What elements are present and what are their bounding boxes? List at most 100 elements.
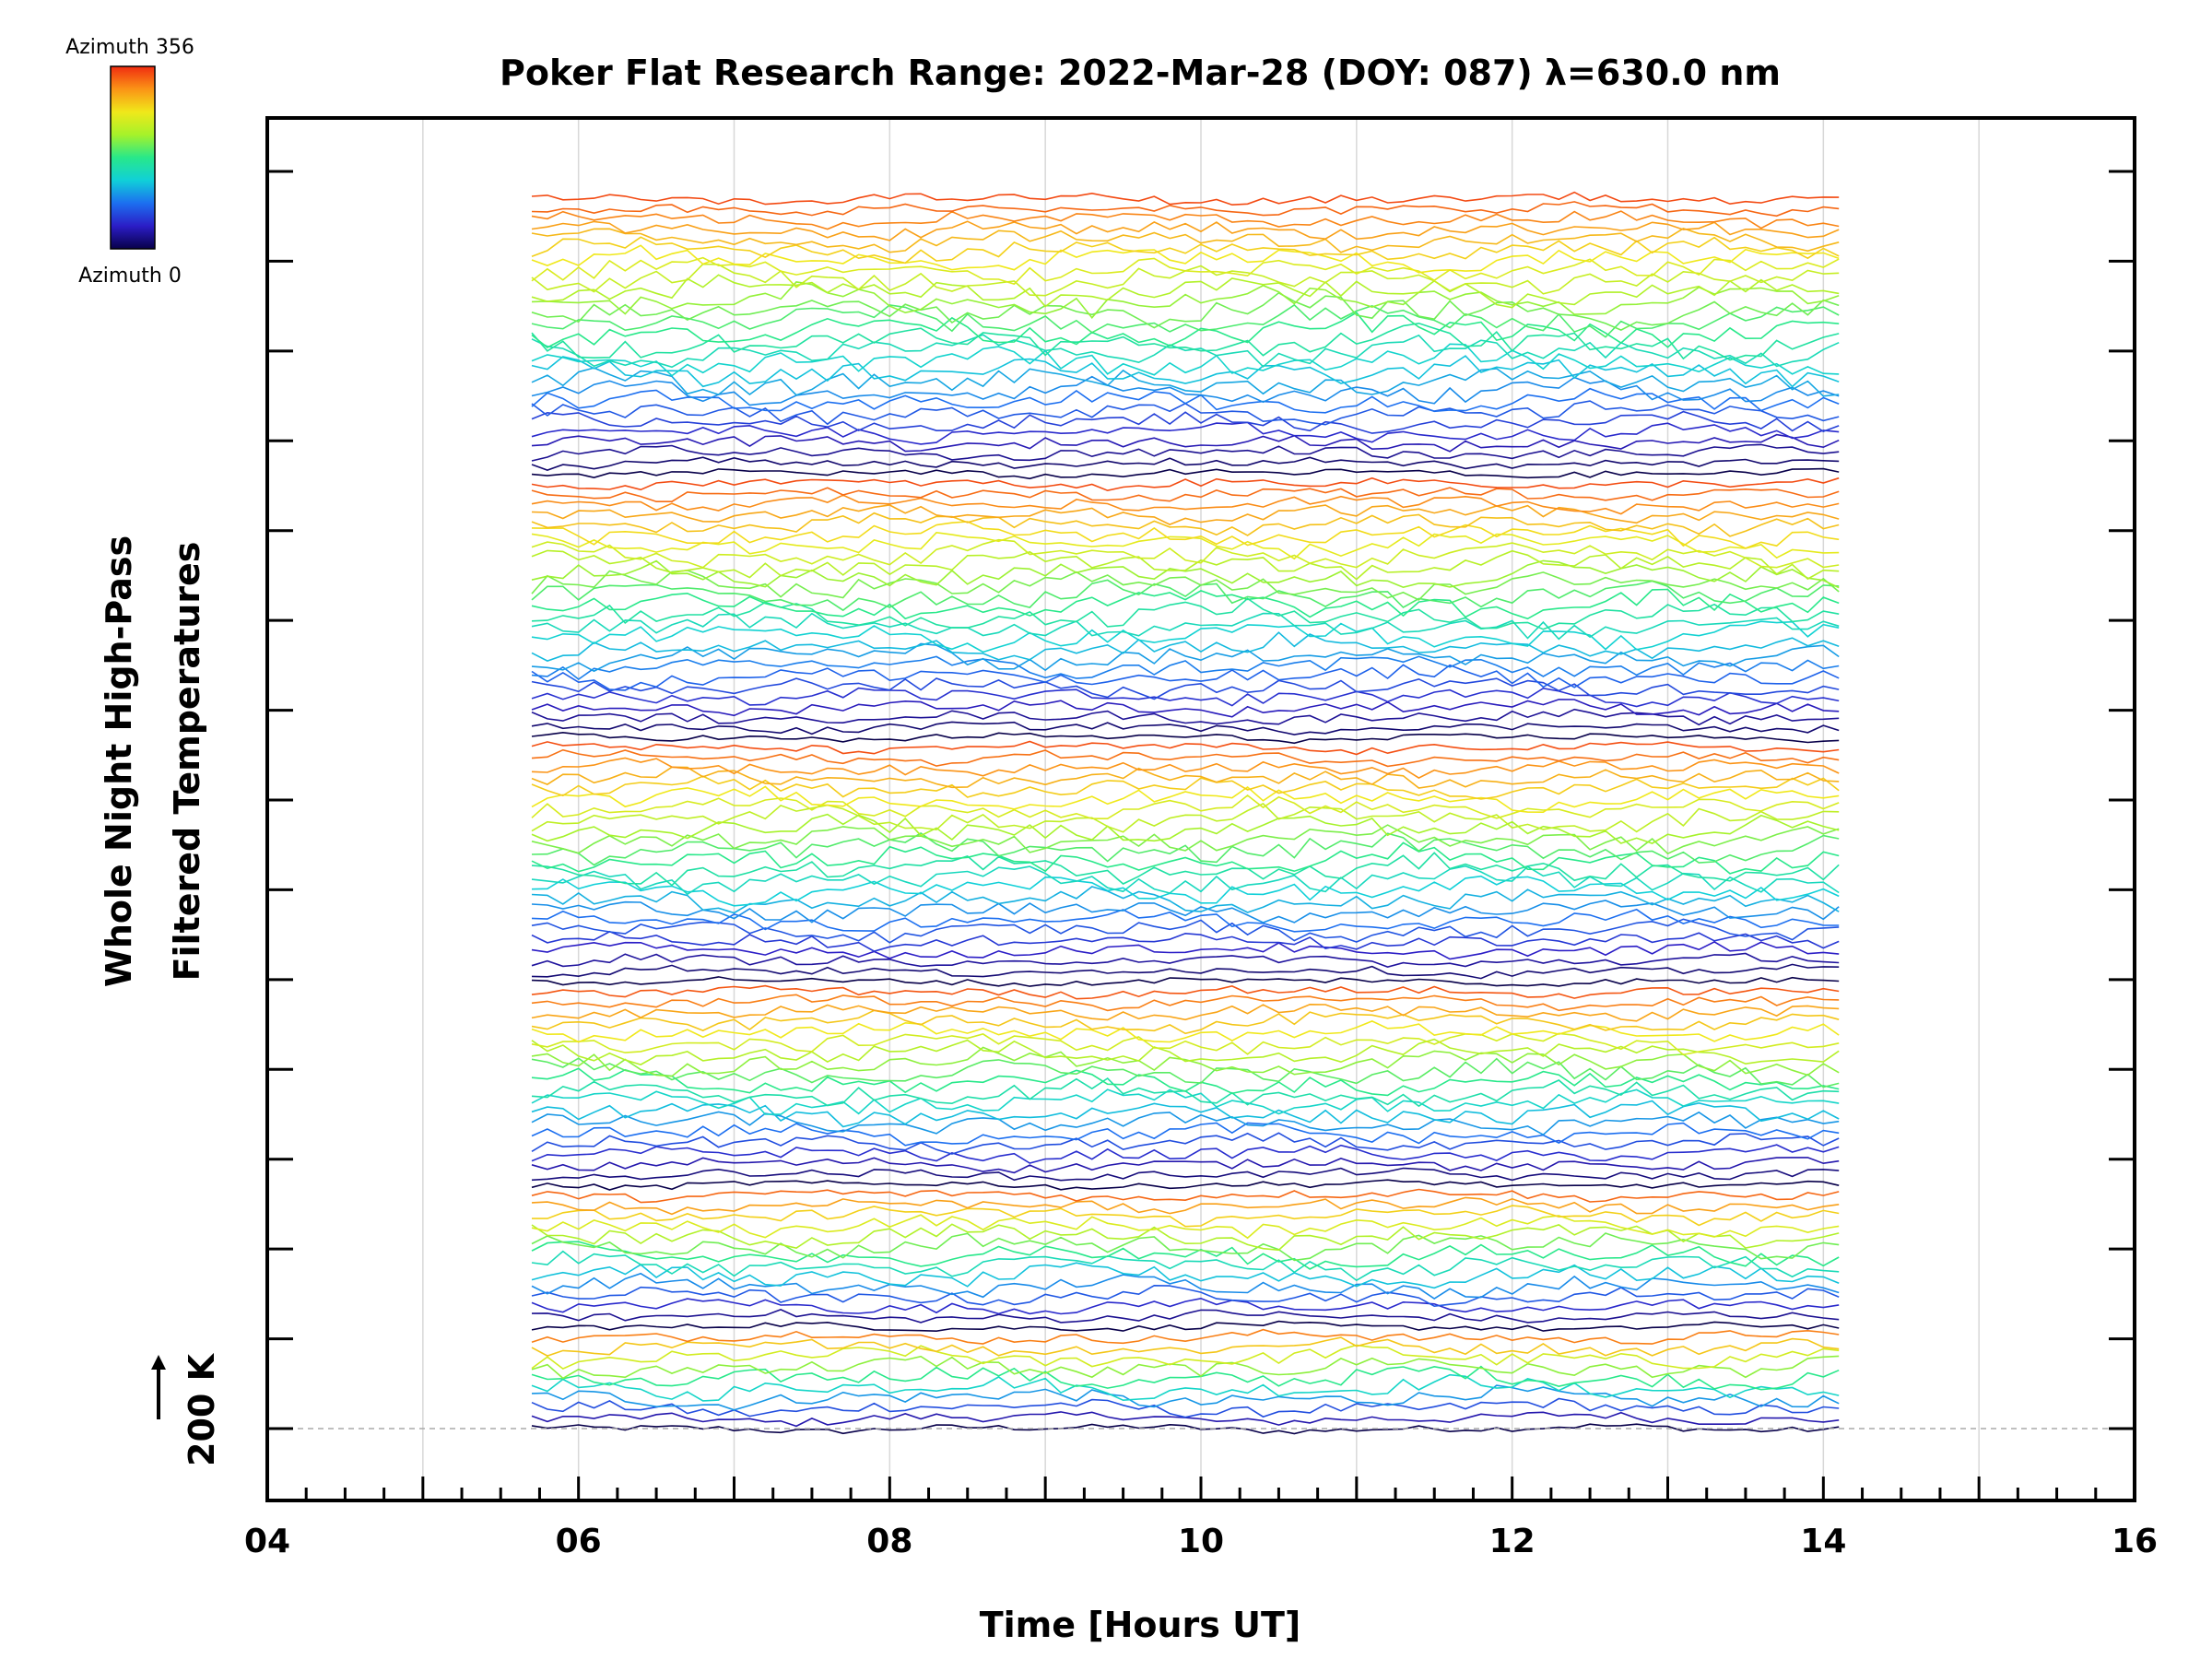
ring-5-trace bbox=[531, 664, 1840, 691]
ring-6-trace bbox=[531, 355, 1840, 388]
ring-4-trace bbox=[531, 908, 1840, 933]
ring-4-trace bbox=[531, 841, 1840, 875]
ring-5-trace bbox=[531, 549, 1840, 581]
ring-3-trace bbox=[531, 1046, 1840, 1077]
ring-2-trace bbox=[531, 1241, 1840, 1270]
y-axis-label-line1: Whole Night High-Pass bbox=[99, 535, 139, 987]
ring-5-trace bbox=[531, 708, 1840, 726]
ring-1-trace bbox=[531, 1328, 1840, 1345]
ring-6-trace bbox=[531, 291, 1840, 331]
ring-6-trace bbox=[531, 191, 1840, 206]
ring-3-trace bbox=[531, 1100, 1840, 1128]
ring-6-trace bbox=[531, 274, 1840, 309]
ring-4-trace bbox=[531, 930, 1840, 952]
ring-4-trace bbox=[531, 886, 1840, 914]
ring-3-trace bbox=[531, 1088, 1840, 1115]
ring-4-trace bbox=[531, 802, 1840, 833]
ring-5-trace bbox=[531, 699, 1840, 718]
ring-6-trace bbox=[531, 421, 1840, 445]
ring-3-trace bbox=[531, 1144, 1840, 1164]
ring-6-trace bbox=[531, 343, 1840, 377]
ring-6-trace bbox=[531, 433, 1840, 453]
ring-4-trace bbox=[531, 748, 1840, 768]
ring-5-trace bbox=[531, 620, 1840, 653]
ring-6-trace bbox=[531, 281, 1840, 319]
ring-5-trace bbox=[531, 677, 1840, 700]
ring-1-trace bbox=[531, 1365, 1840, 1391]
x-tick-label: 16 bbox=[2112, 1523, 2158, 1560]
ring-2-trace bbox=[531, 1214, 1840, 1240]
ring-2-trace bbox=[531, 1223, 1840, 1252]
ring-3-trace bbox=[531, 1111, 1840, 1136]
ring-3-trace bbox=[531, 1157, 1840, 1174]
ring-3-trace bbox=[531, 1132, 1840, 1155]
ring-6-trace bbox=[531, 334, 1840, 369]
ring-5-trace bbox=[531, 655, 1840, 680]
ring-4-trace bbox=[531, 875, 1840, 907]
ring-4-trace bbox=[531, 740, 1840, 756]
ring-5-trace bbox=[531, 494, 1840, 515]
ring-5-trace bbox=[531, 531, 1840, 560]
ring-4-trace bbox=[531, 832, 1840, 866]
ring-6-trace bbox=[531, 443, 1840, 462]
ring-6-trace bbox=[531, 312, 1840, 348]
ring-3-trace bbox=[531, 1020, 1840, 1043]
ring-6-trace bbox=[531, 244, 1840, 274]
ring-3-trace bbox=[531, 984, 1840, 1000]
ring-5-trace bbox=[531, 570, 1840, 601]
scale-arrow-head bbox=[151, 1355, 166, 1370]
ring-1-trace bbox=[531, 1384, 1840, 1411]
ring-4-trace bbox=[531, 865, 1840, 896]
ring-1-trace bbox=[531, 1355, 1840, 1380]
ring-5-trace bbox=[531, 538, 1840, 569]
ring-3-trace bbox=[531, 1009, 1840, 1035]
ring-1-trace bbox=[531, 1336, 1840, 1357]
ring-4-trace bbox=[531, 794, 1840, 819]
ring-1-trace bbox=[531, 1411, 1840, 1428]
ring-3-trace bbox=[531, 1179, 1840, 1191]
ring-2-trace bbox=[531, 1188, 1840, 1204]
ring-4-trace bbox=[531, 940, 1840, 960]
ring-6-trace bbox=[531, 467, 1840, 480]
ring-6-trace bbox=[531, 375, 1840, 406]
ring-5-trace bbox=[531, 588, 1840, 620]
ring-4-trace bbox=[531, 757, 1840, 780]
ring-4-trace bbox=[531, 813, 1840, 844]
ring-2-trace bbox=[531, 1297, 1840, 1315]
ring-5-trace bbox=[531, 504, 1840, 525]
ring-2-trace bbox=[531, 1320, 1840, 1333]
x-tick-label: 14 bbox=[1800, 1523, 1846, 1560]
ring-2-trace bbox=[531, 1196, 1840, 1216]
ring-1-trace bbox=[531, 1397, 1840, 1418]
ring-2-trace bbox=[531, 1272, 1840, 1300]
chart-title: Poker Flat Research Range: 2022-Mar-28 (… bbox=[500, 53, 1781, 93]
ring-1-trace bbox=[531, 1344, 1840, 1371]
ring-3-trace bbox=[531, 1003, 1840, 1022]
ring-3-trace bbox=[531, 1032, 1840, 1056]
ring-4-trace bbox=[531, 952, 1840, 968]
ring-2-trace bbox=[531, 1262, 1840, 1289]
ring-5-trace bbox=[531, 512, 1840, 537]
ring-4-trace bbox=[531, 775, 1840, 800]
x-axis-label: Time [Hours UT] bbox=[980, 1605, 1301, 1645]
ring-5-trace bbox=[531, 687, 1840, 708]
ring-5-trace bbox=[531, 721, 1840, 735]
ring-5-trace bbox=[531, 642, 1840, 673]
ring-4-trace bbox=[531, 900, 1840, 924]
ring-5-trace bbox=[531, 631, 1840, 662]
ring-6-trace bbox=[531, 228, 1840, 253]
ring-2-trace bbox=[532, 1205, 1840, 1228]
ring-6-trace bbox=[531, 410, 1840, 434]
x-tick-label: 08 bbox=[866, 1523, 912, 1560]
ring-6-trace bbox=[531, 322, 1840, 361]
ring-6-trace bbox=[531, 210, 1840, 230]
ring-6-trace bbox=[531, 201, 1840, 218]
ring-1-trace bbox=[531, 1373, 1840, 1402]
ring-2-trace bbox=[531, 1232, 1840, 1262]
colorbar-top-label: Azimuth 356 bbox=[65, 36, 194, 59]
series-group bbox=[531, 191, 1840, 1435]
x-tick-label: 12 bbox=[1489, 1523, 1535, 1560]
ring-4-trace bbox=[531, 852, 1840, 887]
ring-3-trace bbox=[531, 994, 1840, 1012]
